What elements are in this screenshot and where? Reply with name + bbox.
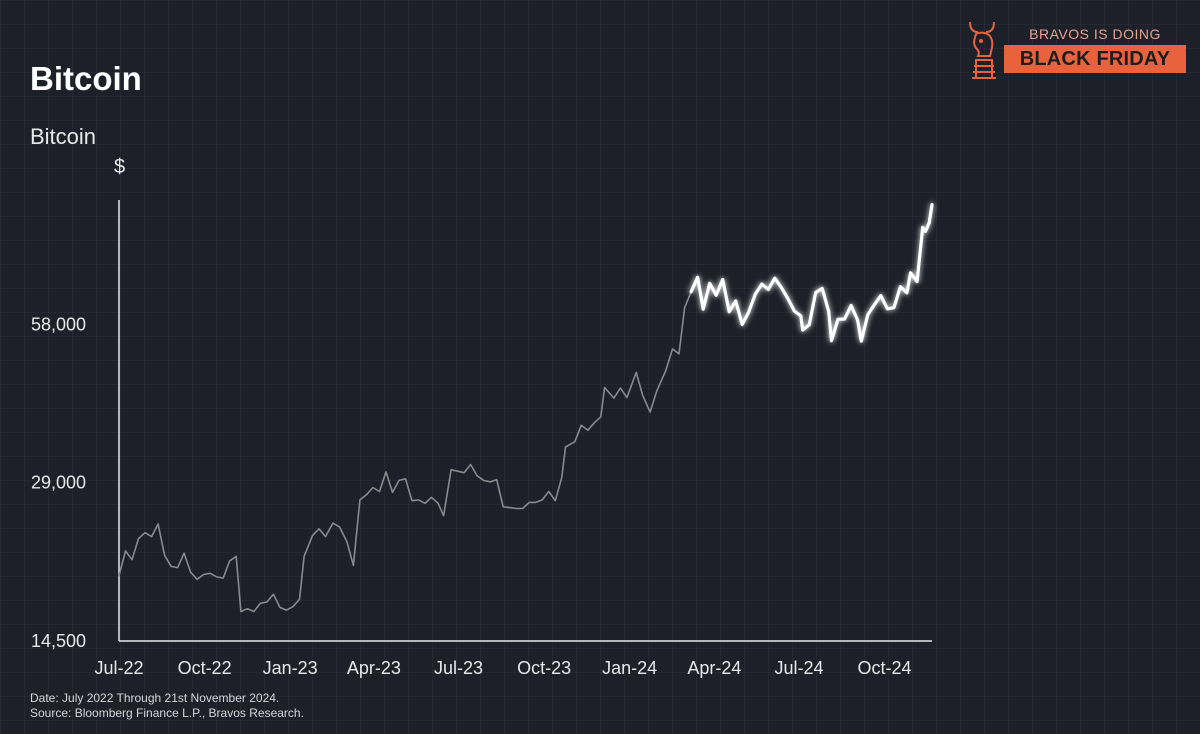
y-axis-unit-label: $ — [114, 156, 126, 178]
x-tick-label: Jul-23 — [434, 658, 483, 678]
y-tick-label: 14,500 — [31, 631, 86, 651]
black-friday-badge[interactable]: BRAVOS IS DOING BLACK FRIDAY — [964, 16, 1190, 82]
x-tick-label: Jul-24 — [774, 658, 823, 678]
x-tick-label: Oct-22 — [178, 658, 232, 678]
highlight-series-line — [689, 203, 934, 343]
x-tick-label: Apr-24 — [687, 658, 741, 678]
x-tick-label: Oct-23 — [517, 658, 571, 678]
chess-knight-bull-icon — [969, 21, 996, 79]
early-series-line — [118, 291, 692, 613]
chart-subtitle: Bitcoin — [30, 124, 97, 149]
x-tick-label: Oct-24 — [858, 658, 912, 678]
y-tick-label: 58,000 — [31, 314, 86, 334]
chart-footer: Date: July 2022 Through 21st November 20… — [30, 691, 304, 721]
x-tick-label: Jan-24 — [602, 658, 657, 678]
badge-top-text: BRAVOS IS DOING — [1029, 26, 1161, 42]
y-tick-label: 29,000 — [31, 473, 86, 493]
page-title: Bitcoin — [30, 60, 142, 97]
x-tick-label: Apr-23 — [347, 658, 401, 678]
footer-date-note: Date: July 2022 Through 21st November 20… — [30, 691, 280, 705]
footer-source-note: Source: Bloomberg Finance L.P., Bravos R… — [30, 706, 304, 720]
x-tick-label: Jul-22 — [94, 658, 143, 678]
badge-main-text: BLACK FRIDAY — [1004, 45, 1186, 73]
x-tick-label: Jan-23 — [263, 658, 318, 678]
